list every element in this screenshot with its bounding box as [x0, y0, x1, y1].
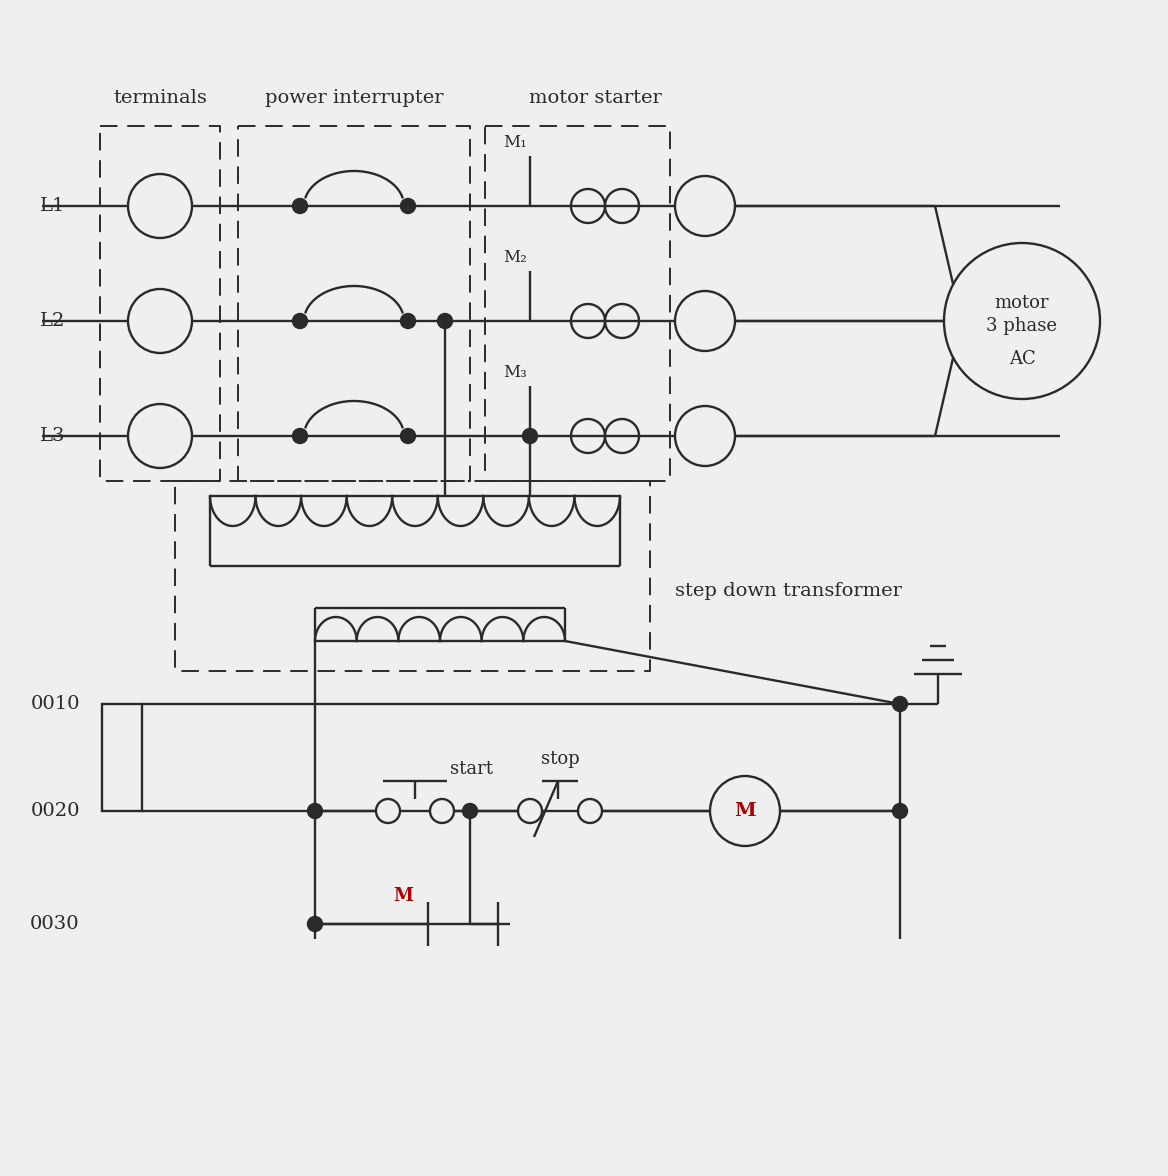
Text: L1: L1 — [40, 198, 65, 215]
Circle shape — [578, 799, 602, 823]
Text: step down transformer: step down transformer — [675, 582, 902, 600]
Text: terminals: terminals — [113, 89, 207, 107]
Circle shape — [710, 776, 780, 846]
Circle shape — [675, 176, 735, 236]
Text: L3: L3 — [40, 427, 65, 445]
Circle shape — [463, 803, 478, 818]
Text: power interrupter: power interrupter — [265, 89, 443, 107]
Circle shape — [430, 799, 454, 823]
Circle shape — [307, 916, 322, 931]
Circle shape — [892, 803, 908, 818]
Text: M₃: M₃ — [503, 365, 527, 381]
Circle shape — [401, 199, 416, 214]
Circle shape — [517, 799, 542, 823]
Circle shape — [401, 314, 416, 328]
Text: stop: stop — [541, 750, 579, 768]
Text: 3 phase: 3 phase — [987, 318, 1057, 335]
Circle shape — [401, 428, 416, 443]
Circle shape — [675, 406, 735, 466]
Text: 0030: 0030 — [30, 915, 79, 933]
Circle shape — [944, 243, 1100, 399]
Text: motor: motor — [995, 294, 1049, 312]
Text: 0010: 0010 — [30, 695, 79, 713]
Text: AC: AC — [1009, 350, 1035, 368]
Circle shape — [522, 428, 537, 443]
Circle shape — [307, 803, 322, 818]
Text: start: start — [450, 760, 493, 779]
Circle shape — [675, 290, 735, 350]
Text: motor starter: motor starter — [529, 89, 661, 107]
Circle shape — [292, 199, 307, 214]
Circle shape — [438, 314, 452, 328]
Circle shape — [128, 289, 192, 353]
Text: M₂: M₂ — [503, 249, 527, 266]
Text: M: M — [735, 802, 756, 820]
Circle shape — [128, 174, 192, 238]
Circle shape — [292, 314, 307, 328]
Circle shape — [376, 799, 399, 823]
Circle shape — [128, 405, 192, 468]
Text: M₁: M₁ — [503, 134, 527, 151]
Circle shape — [892, 696, 908, 711]
Circle shape — [292, 428, 307, 443]
Text: 0020: 0020 — [30, 802, 79, 820]
Text: L2: L2 — [40, 312, 65, 330]
Text: M: M — [392, 887, 413, 906]
Bar — [102, 704, 142, 811]
